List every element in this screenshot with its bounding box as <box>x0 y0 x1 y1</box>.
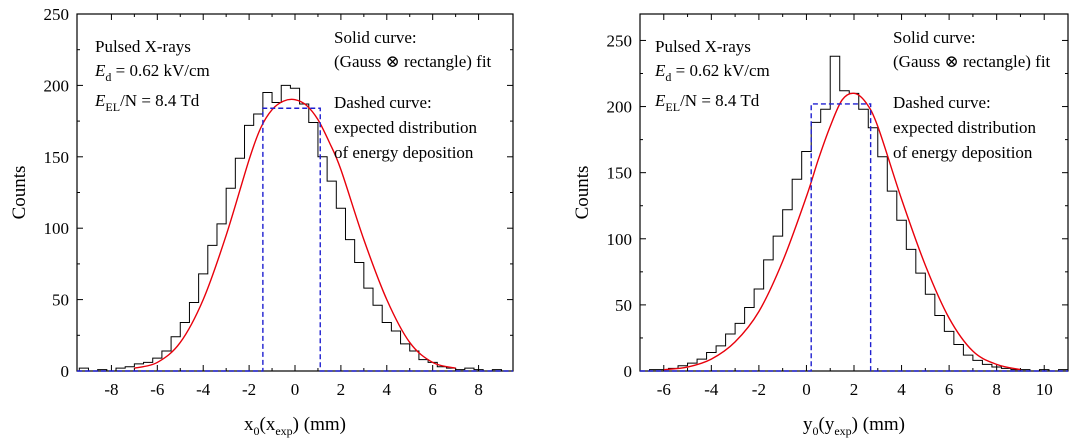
histogram-series <box>640 55 1069 372</box>
annotation-dashed-title: Dashed curve: <box>334 93 432 112</box>
x-tick-label: 8 <box>992 380 1001 399</box>
y-tick-label: 250 <box>44 5 70 24</box>
y-tick-label: 150 <box>44 148 70 167</box>
fit-curve <box>663 92 1021 371</box>
y-tick-label: 100 <box>44 219 70 238</box>
annotation-source: Pulsed X-rays <box>655 37 751 56</box>
x-tick-label: 0 <box>802 380 811 399</box>
chart-panel-1: -8 -6 -4 -2 0 2 4 6 8 0 50 100 150 200 250 Counts x0(xex… <box>9 5 514 438</box>
expected-distribution-curve <box>640 103 1068 372</box>
annotation-drift-field: Ed = 0.62 kV/cm <box>654 61 770 84</box>
x-tick-label: -6 <box>657 380 671 399</box>
y-axis-title: Counts <box>572 166 593 220</box>
y-tick-label: 0 <box>61 362 70 381</box>
y-tick-label: 0 <box>624 362 633 381</box>
y-tick-label: 50 <box>615 296 632 315</box>
annotation-solid-desc: (Gauss ⊗ rectangle) fit <box>334 52 492 71</box>
y-tick-label: 200 <box>44 76 70 95</box>
x-tick-label: 6 <box>428 380 437 399</box>
y-tick-label: 200 <box>607 98 633 117</box>
x-tick-label: -4 <box>196 380 211 399</box>
x-tick-label: 8 <box>474 380 483 399</box>
annotation-solid-title: Solid curve: <box>334 28 417 47</box>
x-tick-label: 4 <box>897 380 906 399</box>
x-tick-label: -2 <box>242 380 256 399</box>
y-tick-label: 100 <box>607 230 633 249</box>
x-tick-label: 2 <box>850 380 859 399</box>
x-tick-label: -6 <box>150 380 164 399</box>
x-axis-title: y0(yexp) (mm) <box>803 414 905 438</box>
x-tick-label: 6 <box>945 380 954 399</box>
y-tick-label: 50 <box>52 291 69 310</box>
x-tick-label: -2 <box>752 380 766 399</box>
x-tick-label: 0 <box>291 380 300 399</box>
y-tick-label: 150 <box>607 164 633 183</box>
x-tick-label: 2 <box>337 380 346 399</box>
annotation-drift-field: Ed = 0.62 kV/cm <box>94 61 210 84</box>
annotation-dashed-desc2: of energy deposition <box>334 143 474 162</box>
annotation-dashed-desc1: expected distribution <box>893 118 1037 137</box>
x-tick-label: -8 <box>104 380 118 399</box>
x-tick-label: 4 <box>383 380 392 399</box>
annotation-dashed-desc1: expected distribution <box>334 118 478 137</box>
annotation-dashed-desc2: of energy deposition <box>893 143 1033 162</box>
chart-panel-2: -6 -4 -2 0 2 4 6 8 10050100150200250Countsy0(yex… <box>572 13 1069 438</box>
annotation-solid-desc: (Gauss ⊗ rectangle) fit <box>893 52 1051 71</box>
annotation-solid-title: Solid curve: <box>893 28 976 47</box>
annotation-source: Pulsed X-rays <box>95 37 191 56</box>
y-tick-label: 250 <box>607 31 633 50</box>
annotation-dashed-title: Dashed curve: <box>893 93 991 112</box>
x-tick-label: 10 <box>1036 380 1053 399</box>
annotation-el-field: EEL/N = 8.4 Td <box>654 91 760 114</box>
expected-distribution-curve <box>77 107 513 372</box>
fit-curve <box>134 98 456 369</box>
annotation-el-field: EEL/N = 8.4 Td <box>94 91 200 114</box>
x-tick-label: -4 <box>704 380 719 399</box>
y-axis-title: Counts <box>9 166 30 220</box>
x-axis-title: x0(xexp) (mm) <box>244 414 346 438</box>
